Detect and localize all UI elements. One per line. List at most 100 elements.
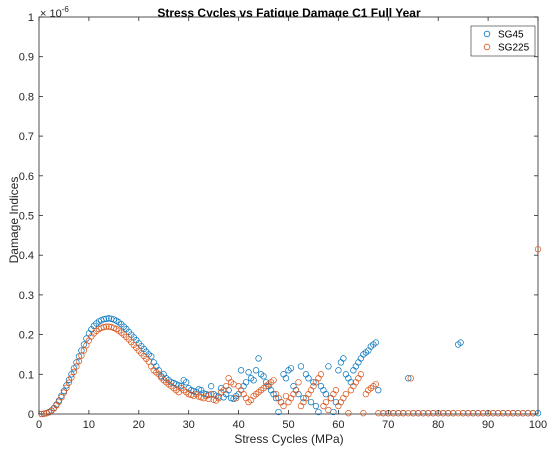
data-point-sg225 (232, 394, 240, 402)
data-point-sg45 (322, 391, 330, 398)
data-point-sg225 (63, 384, 70, 391)
data-point-sg225 (469, 410, 477, 417)
data-point-sg225 (504, 410, 512, 417)
data-point-sg45 (300, 394, 307, 402)
data-point-sg45 (457, 339, 464, 346)
data-point-sg225 (380, 410, 387, 417)
data-point-sg225 (430, 410, 437, 417)
data-point-sg225 (342, 391, 350, 398)
data-point-sg45 (287, 365, 295, 372)
data-point-sg225 (372, 381, 379, 388)
data-point-sg45 (335, 367, 342, 374)
data-point-sg225 (207, 391, 215, 398)
data-point-sg225 (489, 410, 497, 417)
data-point-sg45 (183, 379, 190, 386)
data-point-sg45 (282, 375, 290, 382)
data-point-sg225 (479, 410, 487, 417)
data-points (38, 246, 542, 418)
x-tick-label: 30 (183, 419, 195, 431)
data-point-sg225 (145, 358, 152, 365)
data-point-sg45 (252, 367, 260, 374)
data-point-sg45 (260, 373, 267, 380)
data-point-sg225 (60, 389, 68, 396)
x-tick-label: 40 (232, 419, 244, 431)
x-tick-label: 70 (382, 419, 394, 431)
data-point-sg225 (295, 379, 302, 386)
data-point-sg225 (529, 410, 537, 417)
data-point-sg225 (78, 352, 85, 359)
data-point-sg225 (58, 394, 65, 401)
chart-title: Stress Cycles vs Fatigue Damage C1 Full … (157, 6, 421, 20)
data-point-sg225 (73, 363, 80, 370)
data-point-sg225 (400, 410, 407, 417)
x-tick-label: 20 (133, 419, 145, 431)
y-exponent-power: -6 (62, 5, 70, 14)
x-axis-title: Stress Cycles (MPa) (234, 432, 343, 446)
data-point-sg45 (312, 402, 320, 410)
data-point-sg225 (65, 379, 73, 386)
data-point-sg225 (464, 410, 472, 417)
data-point-sg225 (509, 410, 517, 417)
data-point-sg225 (407, 375, 414, 382)
legend-label-sg225: SG225 (498, 43, 530, 54)
data-point-sg225 (68, 374, 75, 381)
data-point-sg225 (460, 410, 467, 417)
data-point-sg225 (83, 342, 90, 349)
x-tick-label: 100 (529, 419, 547, 431)
y-tick-label: 0.3 (19, 290, 34, 302)
series-sg225 (38, 246, 542, 418)
x-tick-label: 80 (432, 419, 444, 431)
data-point-sg225 (75, 358, 83, 365)
data-point-sg45 (272, 394, 280, 402)
y-axis-title: Damage Indices (7, 177, 21, 264)
data-point-sg225 (445, 410, 452, 417)
y-tick-label: 0.8 (19, 91, 34, 103)
x-axis-ticks: 0 10 20 30 40 50 60 70 80 90 100 (36, 17, 547, 431)
y-tick-label: 0.4 (19, 250, 34, 262)
y-tick-label: 0.6 (19, 171, 34, 183)
data-point-sg45 (315, 408, 322, 416)
x-tick-label: 90 (482, 419, 494, 431)
legend-label-sg45: SG45 (498, 30, 524, 41)
data-point-sg225 (390, 410, 397, 417)
data-point-sg45 (275, 408, 282, 416)
data-point-sg225 (103, 323, 110, 330)
data-point-sg225 (205, 395, 212, 403)
data-point-sg45 (80, 341, 88, 348)
data-point-sg225 (188, 391, 195, 399)
data-point-sg45 (105, 315, 113, 322)
y-exponent-base: × 10 (40, 8, 62, 20)
data-point-sg45 (325, 363, 332, 370)
legend: SG45 SG225 (470, 25, 536, 57)
data-point-sg225 (499, 410, 507, 417)
data-point-sg225 (534, 246, 542, 253)
data-point-sg225 (524, 410, 532, 417)
data-point-sg45 (372, 339, 379, 346)
data-point-sg225 (519, 410, 527, 417)
legend-marker-sg225 (483, 43, 491, 51)
data-point-sg225 (100, 323, 108, 331)
data-point-sg225 (70, 368, 78, 376)
y-tick-label: 0.2 (19, 330, 34, 342)
data-point-sg225 (80, 347, 88, 354)
data-point-sg45 (103, 315, 110, 322)
data-point-sg225 (450, 410, 457, 417)
data-point-sg45 (307, 398, 315, 406)
data-point-sg225 (198, 394, 205, 401)
x-tick-label: 60 (332, 419, 344, 431)
data-point-sg45 (340, 355, 347, 362)
data-point-sg45 (237, 367, 245, 374)
data-point-sg45 (297, 363, 305, 370)
x-tick-label: 0 (36, 419, 42, 431)
data-point-sg225 (494, 410, 502, 417)
data-point-sg45 (305, 375, 312, 382)
plot-area (38, 16, 542, 418)
data-point-sg45 (242, 379, 250, 386)
data-point-sg225 (360, 410, 367, 417)
x-tick-label: 10 (83, 419, 95, 431)
data-point-sg45 (100, 315, 108, 323)
y-tick-label: 0.1 (19, 369, 34, 381)
data-point-sg45 (310, 379, 317, 386)
legend-marker-sg45 (483, 30, 491, 38)
data-point-sg45 (78, 347, 85, 354)
